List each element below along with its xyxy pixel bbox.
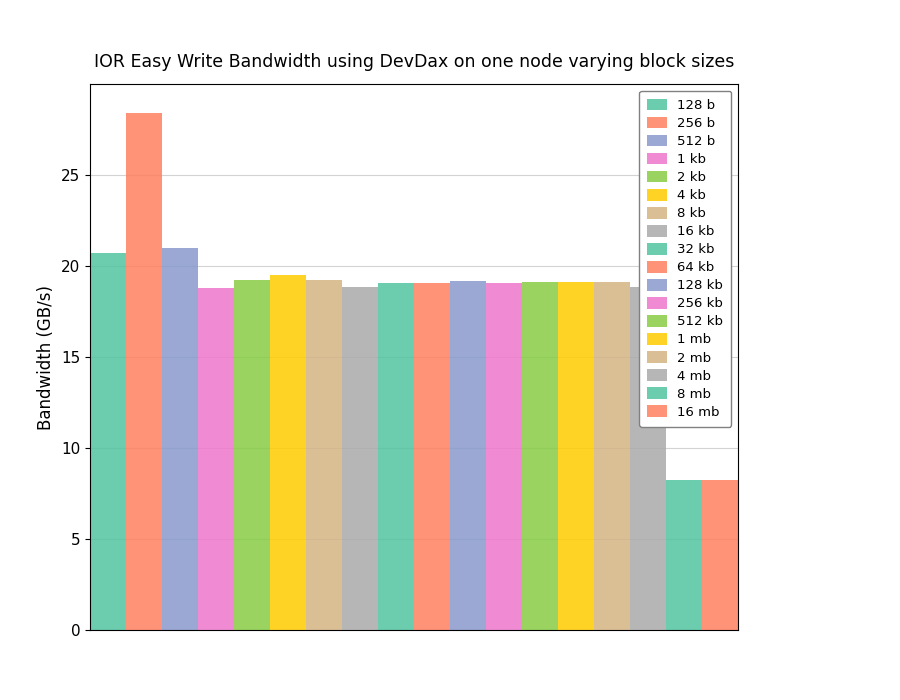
Bar bbox=[450, 281, 486, 630]
Bar bbox=[486, 284, 522, 630]
Legend: 128 b, 256 b, 512 b, 1 kb, 2 kb, 4 kb, 8 kb, 16 kb, 32 kb, 64 kb, 128 kb, 256 kb: 128 b, 256 b, 512 b, 1 kb, 2 kb, 4 kb, 8… bbox=[639, 90, 732, 426]
Bar bbox=[90, 253, 126, 630]
Bar bbox=[234, 280, 270, 630]
Bar bbox=[162, 248, 198, 630]
Bar bbox=[558, 282, 594, 630]
Bar bbox=[378, 284, 414, 630]
Bar bbox=[126, 113, 162, 630]
Bar bbox=[594, 282, 630, 630]
Bar bbox=[702, 480, 738, 630]
Title: IOR Easy Write Bandwidth using DevDax on one node varying block sizes: IOR Easy Write Bandwidth using DevDax on… bbox=[94, 53, 734, 71]
Bar bbox=[666, 480, 702, 630]
Bar bbox=[414, 284, 450, 630]
Bar bbox=[342, 287, 378, 630]
Bar bbox=[270, 275, 306, 630]
Bar bbox=[630, 287, 666, 630]
Bar bbox=[306, 280, 342, 630]
Bar bbox=[198, 288, 234, 630]
Bar bbox=[522, 282, 558, 630]
Y-axis label: Bandwidth (GB/s): Bandwidth (GB/s) bbox=[38, 284, 56, 430]
